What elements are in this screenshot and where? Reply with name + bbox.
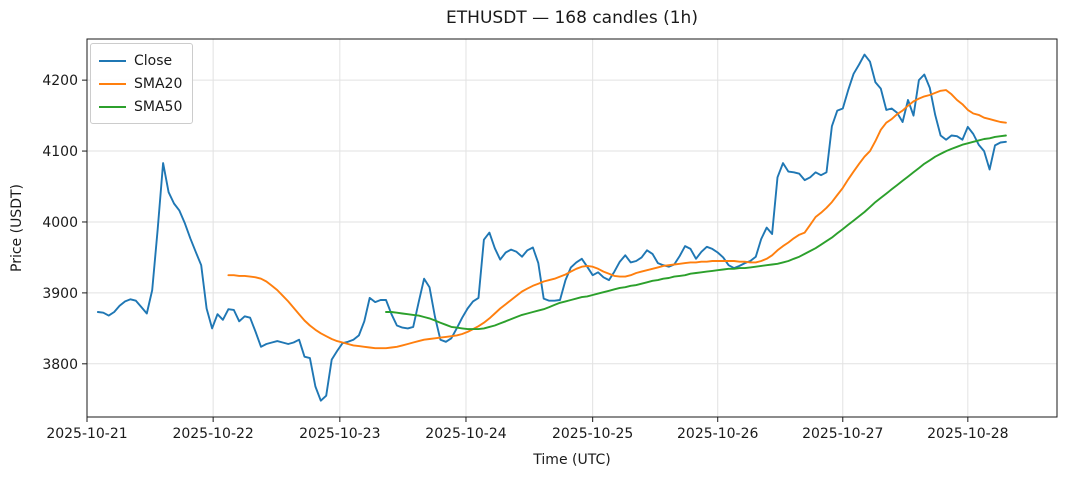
legend-label-sma50: SMA50 xyxy=(134,98,183,115)
close-line xyxy=(96,53,1007,402)
y-tick-label: 3800 xyxy=(42,357,78,373)
y-tick-label: 4200 xyxy=(42,73,78,89)
y-tick-label: 4000 xyxy=(42,215,78,231)
legend-item-sma50: SMA50 xyxy=(99,95,182,118)
sma20-line-sample xyxy=(99,82,126,85)
plot-frame xyxy=(86,38,1058,418)
x-tick-label: 2025-10-23 xyxy=(299,426,380,442)
x-tick-label: 2025-10-28 xyxy=(927,426,1008,442)
legend-item-close: Close xyxy=(99,49,182,72)
sma50-line xyxy=(385,134,1007,331)
x-tick-label: 2025-10-27 xyxy=(802,426,883,442)
sma20-line xyxy=(227,89,1007,350)
y-axis-label: Price (USDT) xyxy=(9,184,25,272)
legend: Close SMA20 SMA50 xyxy=(90,43,194,124)
x-tick-label: 2025-10-24 xyxy=(425,426,506,442)
y-tick-label: 4100 xyxy=(42,144,78,160)
x-axis-label: Time (UTC) xyxy=(533,452,611,468)
y-tick-label: 3900 xyxy=(42,286,78,302)
legend-label-close: Close xyxy=(134,52,173,69)
x-tick-label: 2025-10-21 xyxy=(46,426,127,442)
close-line-sample xyxy=(99,59,126,62)
sma50-line-sample xyxy=(99,105,126,108)
x-tick-label: 2025-10-25 xyxy=(552,426,633,442)
chart-title: ETHUSDT — 168 candles (1h) xyxy=(446,8,698,28)
legend-item-sma20: SMA20 xyxy=(99,72,182,95)
legend-label-sma20: SMA20 xyxy=(134,75,183,92)
x-tick-label: 2025-10-22 xyxy=(172,426,253,442)
x-tick-label: 2025-10-26 xyxy=(677,426,758,442)
